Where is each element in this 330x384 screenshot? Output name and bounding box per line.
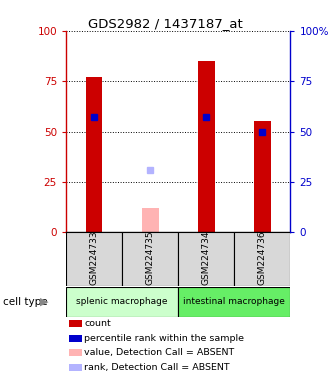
Text: rank, Detection Call = ABSENT: rank, Detection Call = ABSENT bbox=[84, 363, 230, 372]
Text: GSM224736: GSM224736 bbox=[258, 231, 267, 285]
Bar bbox=[142, 208, 158, 232]
Text: splenic macrophage: splenic macrophage bbox=[76, 297, 168, 306]
Text: GDS2982 / 1437187_at: GDS2982 / 1437187_at bbox=[88, 17, 242, 30]
Text: cell type: cell type bbox=[3, 297, 48, 307]
Bar bbox=[254, 121, 271, 232]
Text: value, Detection Call = ABSENT: value, Detection Call = ABSENT bbox=[84, 348, 234, 358]
Bar bbox=[234, 232, 290, 286]
Bar bbox=[198, 61, 215, 232]
Text: count: count bbox=[84, 319, 111, 328]
Text: percentile rank within the sample: percentile rank within the sample bbox=[84, 334, 244, 343]
Text: ▶: ▶ bbox=[40, 297, 49, 307]
Text: GSM224735: GSM224735 bbox=[146, 231, 155, 285]
Bar bbox=[66, 287, 178, 317]
Bar bbox=[122, 232, 178, 286]
Bar bbox=[178, 287, 290, 317]
Bar bbox=[178, 232, 234, 286]
Text: GSM224734: GSM224734 bbox=[202, 231, 211, 285]
Text: intestinal macrophage: intestinal macrophage bbox=[183, 297, 285, 306]
Bar bbox=[86, 77, 102, 232]
Bar bbox=[66, 232, 122, 286]
Text: GSM224733: GSM224733 bbox=[89, 231, 99, 285]
